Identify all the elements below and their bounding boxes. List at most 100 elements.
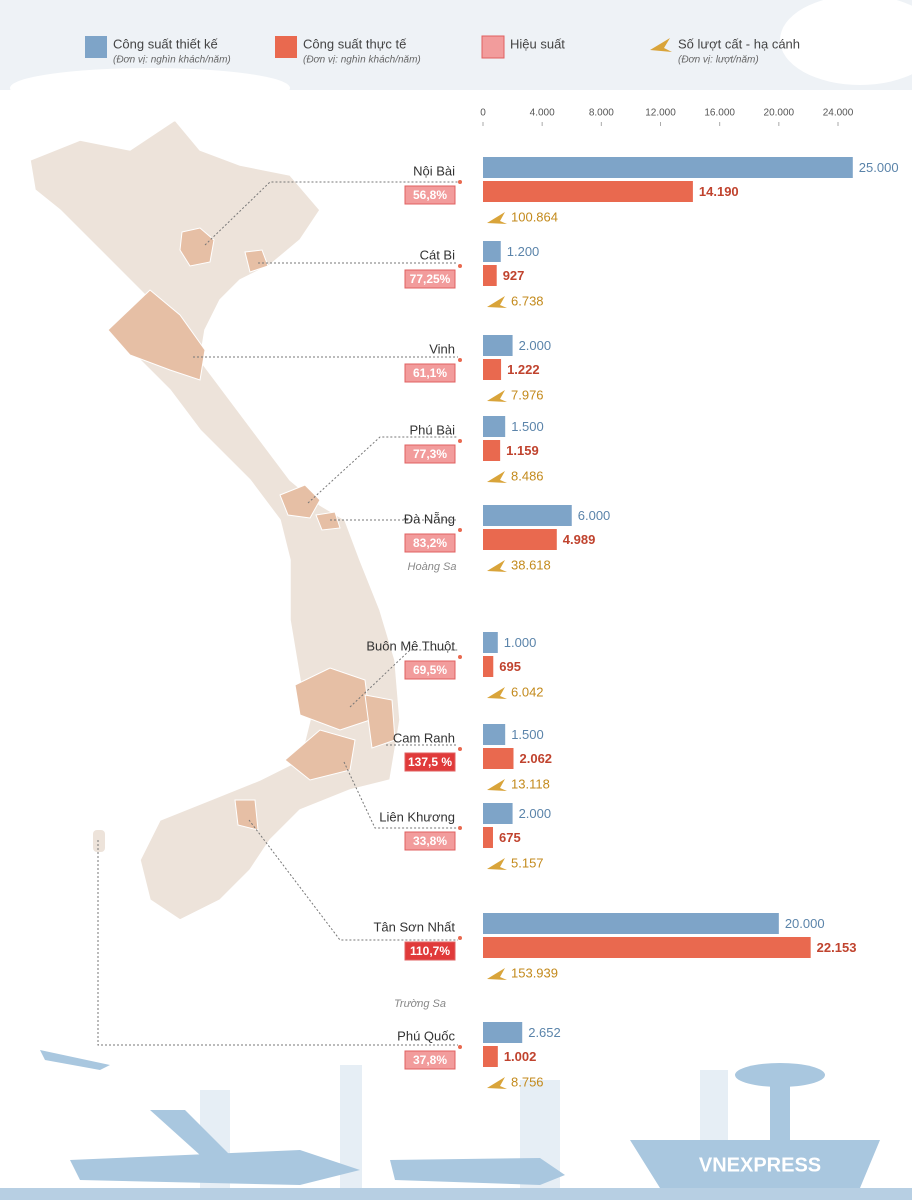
efficiency-label: 69,5% [413,663,447,677]
flight-label: 8.486 [511,468,544,483]
leader-dot [458,936,462,940]
leader [248,819,458,941]
flight-icon [487,1077,507,1089]
ground [0,1188,912,1200]
flight-label: 8.756 [511,1074,544,1089]
bar-value-label: 20.000 [785,916,825,931]
bar-value-label: 25.000 [859,160,899,175]
bar-value-label: 927 [503,268,525,283]
legend-swatch [85,36,107,58]
legend-swatch [275,36,297,58]
bar [483,1022,523,1043]
legend-icon [650,38,672,52]
cloud [780,0,912,85]
x-tick-label: 4.000 [530,108,555,119]
bar-value-label: 1.159 [506,443,539,458]
province [364,694,396,749]
legend-note: (Đơn vị: nghìn khách/năm) [113,55,231,66]
province [244,249,269,273]
efficiency-label: 137,5 % [408,755,452,769]
bar [483,827,493,848]
leader [343,761,458,829]
bar-value-label: 1.200 [507,244,540,259]
flight-label: 6.042 [511,684,544,699]
efficiency-label: 33,8% [413,834,447,848]
bar [483,241,501,262]
bar [483,265,497,286]
leader-dot [458,439,462,443]
bar [483,416,506,437]
flight-icon [487,390,507,402]
efficiency-box [404,533,456,553]
bar-value-label: 6.000 [578,508,611,523]
bar [483,335,513,356]
efficiency-label: 77,3% [413,447,447,461]
airport-name: Phú Quốc [397,1028,455,1043]
efficiency-label: 83,2% [413,536,447,550]
bar-value-label: 14.190 [699,184,739,199]
bar-value-label: 4.989 [563,532,596,547]
bar-value-label: 695 [499,659,521,674]
bar [483,724,506,745]
airport-name: Liên Khương [379,809,455,824]
tower-top [735,1063,825,1087]
bar-value-label: 2.652 [528,1025,561,1040]
island [93,830,105,852]
airport-name: Tân Sơn Nhất [373,919,455,934]
plane [70,1150,360,1185]
bar-value-label: 22.153 [817,940,857,955]
legend-label: Công suất thiết kế [113,36,219,51]
leader-dot [458,528,462,532]
x-tick-label: 12.000 [645,108,676,119]
plane-tail [150,1110,230,1155]
terminal [630,1140,880,1188]
flight-icon [487,212,507,224]
flight-icon [487,779,507,791]
efficiency-label: 56,8% [413,188,447,202]
leader-dot [458,358,462,362]
leader-lines [97,181,458,1046]
efficiency-box [404,752,456,772]
province [279,484,321,519]
island-label: Hoàng Sa [408,561,457,573]
flight-label: 100.864 [511,209,558,224]
bar-value-label: 1.222 [507,362,540,377]
leader-dot [458,1045,462,1049]
efficiency-box [404,831,456,851]
bar-value-label: 675 [499,830,521,845]
flight-icon [487,968,507,980]
bar-value-label: 1.500 [511,727,544,742]
efficiency-box [404,269,456,289]
flight-label: 153.939 [511,965,558,980]
efficiency-label: 37,8% [413,1053,447,1067]
plane-small [40,1050,110,1070]
bar-value-label: 1.500 [511,419,544,434]
plane [390,1158,565,1185]
bar [483,937,811,958]
flight-label: 13.118 [511,776,550,791]
leader-dot [458,180,462,184]
bar [483,505,572,526]
bar-value-label: 1.000 [504,635,537,650]
airport-name: Buôn Mê Thuột [366,638,455,653]
legend-swatch [481,35,505,59]
legend-note: (Đơn vị: lượt/năm) [678,55,759,66]
leader [307,436,458,504]
bar-value-label: 1.002 [504,1049,537,1064]
bar [483,529,557,550]
bar [483,656,494,677]
legend-label: Công suất thực tế [303,36,407,51]
efficiency-label: 77,25% [410,272,451,286]
island-label: Trường Sa [394,998,446,1010]
bar [483,632,498,653]
tower [770,1080,790,1140]
map [29,119,401,921]
efficiency-label: 110,7% [410,944,450,958]
flight-label: 7.976 [511,387,544,402]
building [340,1065,362,1188]
bar [483,181,693,202]
bar [483,803,513,824]
flight-label: 38.618 [511,557,551,572]
airport-name: Cát Bi [420,247,456,262]
